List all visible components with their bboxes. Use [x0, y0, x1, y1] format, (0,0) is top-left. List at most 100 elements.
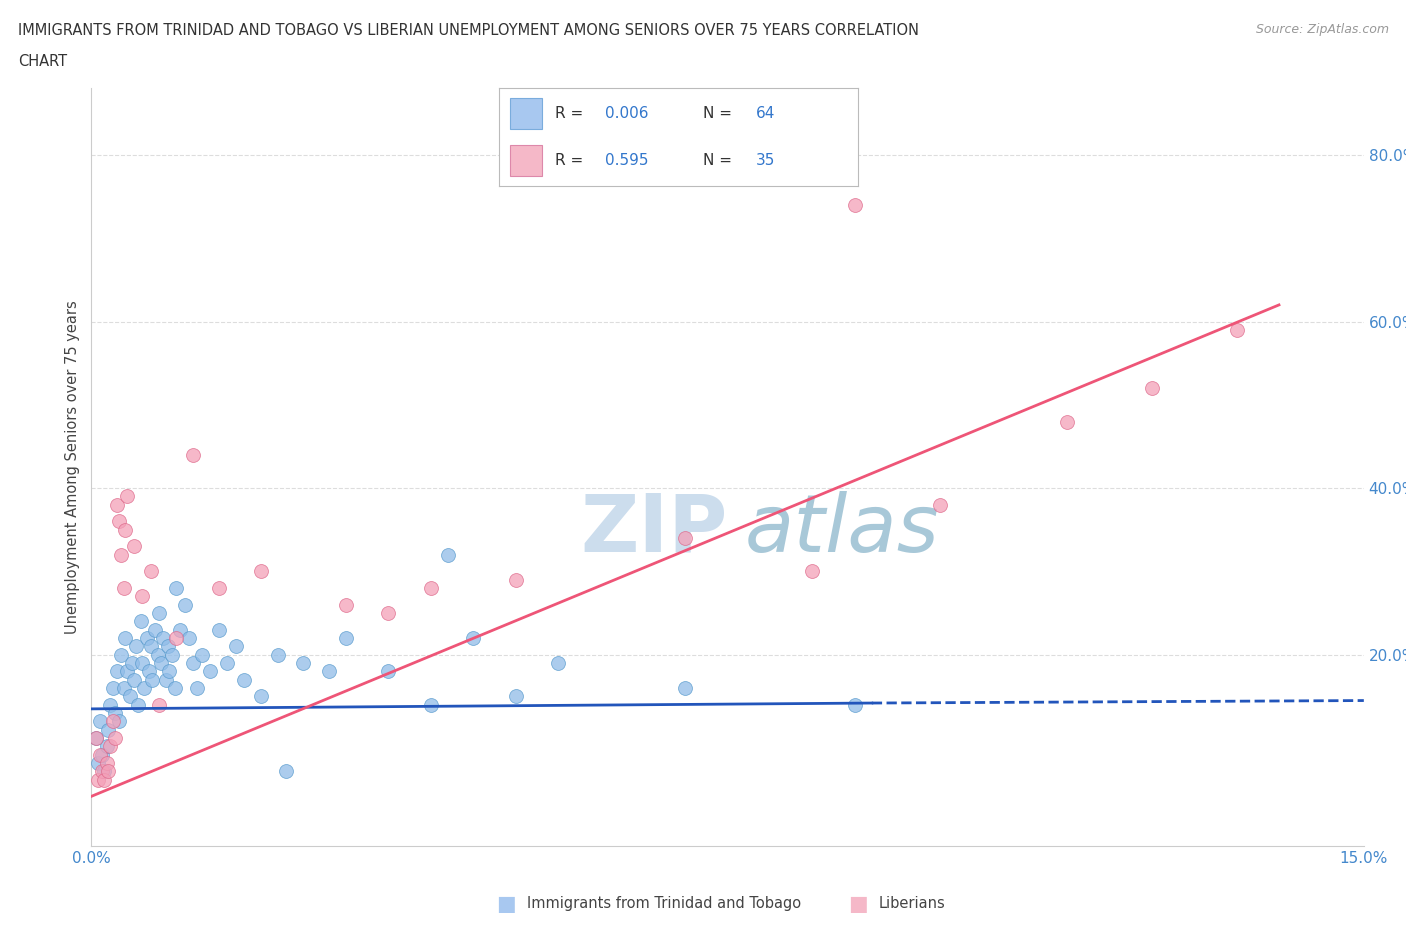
- Point: [105, 664, 128, 679]
- Text: Source: ZipAtlas.com: Source: ZipAtlas.com: [1256, 23, 1389, 36]
- Point: [114, 523, 136, 538]
- Point: [276, 764, 298, 778]
- Point: [844, 698, 866, 712]
- Point: [131, 656, 153, 671]
- Text: 0.006: 0.006: [605, 106, 648, 121]
- Point: [90, 747, 112, 762]
- Bar: [510, 145, 543, 177]
- Point: [165, 631, 187, 645]
- Point: [122, 539, 145, 554]
- Point: [98, 739, 121, 754]
- Point: [115, 664, 138, 679]
- Point: [155, 672, 177, 687]
- Point: [122, 672, 145, 687]
- Text: N =: N =: [703, 106, 737, 121]
- Point: [844, 197, 866, 212]
- Point: [114, 631, 136, 645]
- Point: [436, 548, 458, 563]
- Point: [801, 564, 824, 578]
- Text: CHART: CHART: [18, 54, 67, 69]
- Point: [250, 564, 273, 578]
- Point: [87, 755, 110, 770]
- Point: [292, 656, 315, 671]
- Point: [165, 580, 187, 595]
- Point: [152, 631, 174, 645]
- Text: 64: 64: [755, 106, 775, 121]
- Point: [461, 631, 484, 645]
- Point: [138, 664, 160, 679]
- Point: [673, 531, 696, 546]
- Point: [217, 656, 239, 671]
- Point: [141, 672, 163, 687]
- Point: [98, 698, 121, 712]
- Point: [96, 739, 118, 754]
- Point: [208, 622, 231, 637]
- Point: [107, 714, 129, 729]
- Point: [129, 614, 152, 629]
- Point: [112, 580, 135, 595]
- Text: N =: N =: [703, 153, 737, 168]
- Point: [1140, 380, 1163, 395]
- Point: [377, 605, 399, 620]
- Text: ■: ■: [848, 894, 868, 914]
- Point: [225, 639, 247, 654]
- Point: [505, 689, 527, 704]
- Point: [104, 706, 127, 721]
- Point: [177, 631, 200, 645]
- Point: [90, 764, 112, 778]
- Point: [112, 681, 135, 696]
- Text: IMMIGRANTS FROM TRINIDAD AND TOBAGO VS LIBERIAN UNEMPLOYMENT AMONG SENIORS OVER : IMMIGRANTS FROM TRINIDAD AND TOBAGO VS L…: [18, 23, 920, 38]
- Text: 0.595: 0.595: [605, 153, 648, 168]
- Point: [190, 647, 212, 662]
- Point: [139, 564, 162, 578]
- Point: [181, 447, 204, 462]
- Point: [143, 622, 166, 637]
- Point: [118, 689, 141, 704]
- Point: [104, 731, 127, 746]
- Point: [132, 681, 155, 696]
- Point: [110, 647, 132, 662]
- Point: [1225, 323, 1247, 338]
- Point: [101, 714, 124, 729]
- Y-axis label: Unemployment Among Seniors over 75 years: Unemployment Among Seniors over 75 years: [65, 300, 80, 634]
- Text: 35: 35: [755, 153, 775, 168]
- Point: [93, 764, 115, 778]
- Point: [101, 681, 124, 696]
- Point: [84, 731, 107, 746]
- Point: [84, 731, 107, 746]
- Text: ■: ■: [496, 894, 516, 914]
- Point: [250, 689, 273, 704]
- Point: [156, 639, 179, 654]
- Point: [97, 723, 120, 737]
- Point: [233, 672, 256, 687]
- Point: [89, 714, 111, 729]
- Text: ZIP: ZIP: [581, 491, 728, 569]
- Point: [131, 589, 153, 604]
- Point: [148, 605, 170, 620]
- Point: [127, 698, 149, 712]
- Point: [149, 656, 172, 671]
- Point: [335, 597, 357, 612]
- Point: [124, 639, 146, 654]
- Point: [186, 681, 208, 696]
- Point: [335, 631, 357, 645]
- Point: [928, 498, 950, 512]
- Text: R =: R =: [555, 153, 588, 168]
- Point: [135, 631, 157, 645]
- Point: [673, 681, 696, 696]
- Text: R =: R =: [555, 106, 588, 121]
- Point: [181, 656, 204, 671]
- Point: [121, 656, 143, 671]
- Point: [96, 755, 118, 770]
- Point: [148, 698, 170, 712]
- Point: [139, 639, 162, 654]
- Text: Liberians: Liberians: [879, 897, 945, 911]
- Point: [163, 681, 186, 696]
- Point: [107, 514, 129, 529]
- Point: [547, 656, 569, 671]
- Point: [89, 747, 111, 762]
- Point: [505, 572, 527, 587]
- Point: [169, 622, 191, 637]
- Point: [159, 664, 181, 679]
- Point: [208, 580, 231, 595]
